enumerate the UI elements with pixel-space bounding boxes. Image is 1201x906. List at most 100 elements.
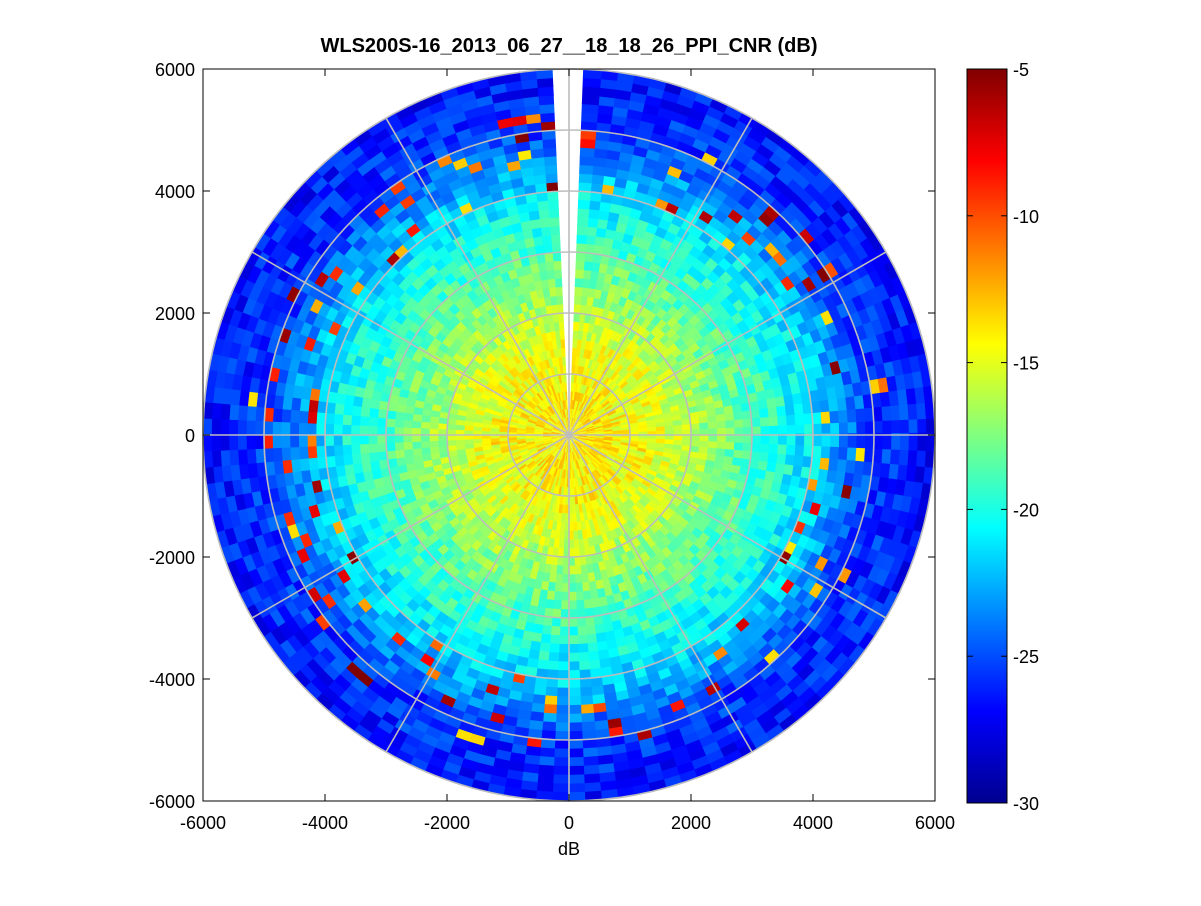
heatmap-cell bbox=[629, 422, 639, 427]
heatmap-cell bbox=[582, 77, 602, 88]
heatmap-cell bbox=[523, 113, 541, 125]
heatmap-cell bbox=[664, 127, 683, 142]
heatmap-cell bbox=[581, 94, 600, 106]
heatmap-cell bbox=[423, 130, 443, 146]
heatmap-cell bbox=[603, 272, 614, 284]
heatmap-cell bbox=[578, 401, 583, 411]
heatmap-cell bbox=[732, 149, 752, 166]
heatmap-cell bbox=[613, 80, 633, 92]
heatmap-cell bbox=[569, 408, 572, 418]
heatmap-cell bbox=[837, 356, 850, 373]
heatmap-cell bbox=[503, 350, 513, 361]
heatmap-cell bbox=[415, 114, 436, 130]
heatmap-cell bbox=[753, 380, 765, 393]
heatmap-cell bbox=[482, 332, 493, 344]
heatmap-cell bbox=[493, 346, 504, 357]
heatmap-cell bbox=[644, 331, 656, 344]
heatmap-cell bbox=[503, 80, 523, 93]
heatmap-cell bbox=[681, 423, 692, 430]
heatmap-cell bbox=[774, 394, 786, 407]
heatmap-cell bbox=[541, 147, 557, 158]
heatmap-cell bbox=[683, 115, 703, 131]
heatmap-cell bbox=[555, 295, 564, 305]
heatmap-cell bbox=[553, 393, 559, 403]
heatmap-cell bbox=[715, 412, 726, 422]
heatmap-cell bbox=[612, 230, 625, 242]
heatmap-cell bbox=[219, 435, 230, 453]
heatmap-cell bbox=[580, 138, 596, 149]
heatmap-cell bbox=[538, 121, 556, 132]
heatmap-cell bbox=[837, 329, 852, 347]
heatmap-cell bbox=[553, 269, 562, 279]
heatmap-cell bbox=[524, 122, 542, 133]
heatmap-cell bbox=[597, 408, 606, 416]
heatmap-cell bbox=[574, 295, 582, 305]
heatmap-cell bbox=[519, 166, 534, 179]
heatmap-cell bbox=[593, 360, 600, 371]
heatmap-cell bbox=[604, 390, 614, 399]
heatmap-cell bbox=[661, 135, 680, 150]
heatmap-cell bbox=[585, 427, 595, 432]
heatmap-cell bbox=[556, 383, 562, 393]
heatmap-cell bbox=[510, 344, 520, 356]
heatmap-cell bbox=[597, 87, 616, 99]
heatmap-cell bbox=[610, 418, 620, 424]
heatmap-cell bbox=[588, 191, 602, 202]
heatmap-cell bbox=[576, 225, 588, 236]
heatmap-cell bbox=[577, 431, 587, 434]
heatmap-cell bbox=[914, 384, 926, 404]
heatmap-cell bbox=[723, 404, 734, 414]
heatmap-cell bbox=[736, 111, 757, 129]
heatmap-cell bbox=[707, 165, 726, 181]
heatmap-cell bbox=[750, 119, 771, 137]
heatmap-cell bbox=[495, 117, 513, 130]
heatmap-cell bbox=[551, 393, 557, 403]
heatmap-cell bbox=[668, 156, 686, 171]
heatmap-cell bbox=[543, 252, 554, 263]
heatmap-cell bbox=[522, 369, 531, 379]
heatmap-cell bbox=[845, 394, 856, 410]
heatmap-cell bbox=[819, 398, 830, 413]
heatmap-cell bbox=[594, 426, 604, 431]
heatmap-cell bbox=[456, 136, 475, 151]
heatmap-cell bbox=[871, 390, 882, 408]
heatmap-cell bbox=[823, 203, 842, 224]
heatmap-cell bbox=[570, 391, 573, 401]
heatmap-cell bbox=[491, 314, 502, 327]
heatmap-cell bbox=[591, 156, 607, 168]
heatmap-cell bbox=[858, 289, 874, 309]
heatmap-cell bbox=[588, 398, 595, 407]
heatmap-cell bbox=[689, 416, 700, 425]
heatmap-cell bbox=[574, 421, 582, 429]
heatmap-cell bbox=[495, 355, 506, 367]
heatmap-cell bbox=[517, 158, 533, 170]
heatmap-cell bbox=[572, 338, 578, 349]
heatmap-cell bbox=[562, 418, 567, 427]
heatmap-cell bbox=[656, 189, 672, 203]
heatmap-cell bbox=[505, 337, 516, 349]
heatmap-cell bbox=[543, 164, 558, 175]
heatmap-cell bbox=[879, 389, 891, 407]
heatmap-cell bbox=[585, 226, 598, 237]
heatmap-cell bbox=[559, 409, 564, 419]
heatmap-cell bbox=[609, 416, 620, 422]
heatmap-cell bbox=[609, 114, 627, 127]
heatmap-cell bbox=[703, 172, 722, 189]
heatmap-cell bbox=[558, 321, 565, 331]
heatmap-cell bbox=[584, 304, 593, 315]
heatmap-cell bbox=[640, 328, 651, 340]
heatmap-cell bbox=[706, 407, 717, 417]
heatmap-cell bbox=[516, 312, 527, 324]
heatmap-cell bbox=[882, 277, 898, 298]
heatmap-cell bbox=[569, 643, 581, 654]
heatmap-cell bbox=[552, 384, 558, 394]
heatmap-cell bbox=[631, 368, 642, 378]
heatmap-cell bbox=[593, 130, 610, 142]
heatmap-cell bbox=[579, 402, 585, 412]
heatmap-cell bbox=[574, 356, 580, 366]
heatmap-cell bbox=[576, 392, 581, 402]
heatmap-cell bbox=[612, 373, 621, 383]
heatmap-cell bbox=[389, 157, 409, 175]
heatmap-cell bbox=[559, 338, 566, 349]
heatmap-cell bbox=[586, 431, 596, 434]
